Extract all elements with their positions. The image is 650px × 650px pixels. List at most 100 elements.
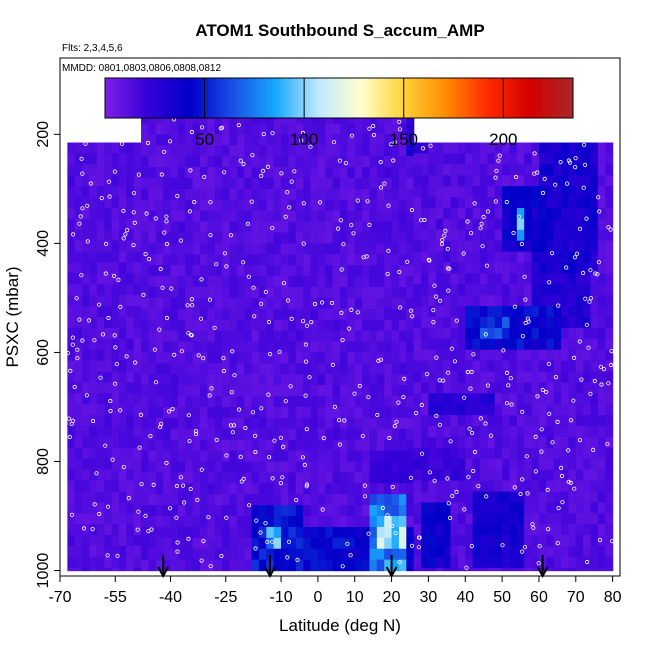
heatmap-cell xyxy=(509,491,518,503)
heatmap-cell xyxy=(67,273,76,285)
sample-point xyxy=(519,241,525,247)
heatmap-cell xyxy=(244,374,253,386)
heatmap-cell xyxy=(325,265,334,277)
sample-point xyxy=(277,349,282,354)
heatmap-cell xyxy=(163,276,172,288)
heatmap-cell xyxy=(583,546,592,558)
heatmap-cell xyxy=(82,404,91,416)
colorbar-swatch xyxy=(379,78,384,118)
heatmap-cell xyxy=(605,186,614,198)
sample-point xyxy=(301,201,306,206)
heatmap-cell xyxy=(568,535,577,547)
heatmap-cell xyxy=(362,537,371,550)
heatmap-cell xyxy=(428,371,437,384)
heatmap-cell xyxy=(104,469,113,482)
heatmap-cell xyxy=(96,207,105,220)
heatmap-cell xyxy=(568,284,577,296)
heatmap-cell xyxy=(74,306,83,318)
heatmap-cell xyxy=(303,450,312,463)
sample-point xyxy=(65,350,70,356)
sample-point xyxy=(571,355,577,360)
heatmap-cell xyxy=(177,417,186,430)
heatmap-cell xyxy=(516,273,525,285)
heatmap-cell xyxy=(384,297,393,310)
heatmap-cell xyxy=(258,374,267,386)
heatmap-cell xyxy=(325,134,334,146)
heatmap-cell xyxy=(347,287,356,299)
heatmap-cell xyxy=(531,415,540,427)
sample-point xyxy=(286,539,292,544)
colorbar-swatch xyxy=(274,78,279,118)
heatmap-cell xyxy=(96,447,105,460)
heatmap-cell xyxy=(546,338,555,351)
heatmap-cell xyxy=(111,469,120,482)
sample-point xyxy=(512,485,517,490)
heatmap-cell xyxy=(376,374,385,386)
heatmap-cell xyxy=(457,306,466,318)
colorbar-swatch xyxy=(169,78,173,118)
heatmap-cell xyxy=(163,287,172,299)
heatmap-cell xyxy=(553,175,562,187)
x-axis-label: Latitude (deg N) xyxy=(279,616,401,635)
heatmap-cell xyxy=(163,188,172,201)
heatmap-cell xyxy=(148,177,157,190)
heatmap-cell xyxy=(354,287,363,299)
heatmap-cell xyxy=(546,382,555,394)
heatmap-cell xyxy=(170,450,179,463)
heatmap-cell xyxy=(273,472,282,484)
heatmap-cell xyxy=(465,480,474,493)
heatmap-cell xyxy=(200,145,208,157)
heatmap-cell xyxy=(236,232,245,244)
heatmap-cell xyxy=(413,360,422,373)
sample-point xyxy=(208,563,213,569)
heatmap-cell xyxy=(494,295,503,307)
heatmap-cell xyxy=(450,513,459,525)
heatmap-cell xyxy=(398,537,407,550)
heatmap-cell xyxy=(295,428,304,441)
sample-point xyxy=(263,521,268,526)
heatmap-cell xyxy=(89,535,98,547)
heatmap-cell xyxy=(222,526,231,539)
colorbar-swatch xyxy=(192,78,197,118)
heatmap-cell xyxy=(435,317,444,329)
colorbar-swatch xyxy=(447,78,451,118)
heatmap-cell xyxy=(391,548,400,561)
sample-point xyxy=(434,355,439,360)
heatmap-cell xyxy=(494,404,503,416)
heatmap-cell xyxy=(435,186,444,198)
heatmap-cell xyxy=(332,374,341,386)
heatmap-cell xyxy=(450,382,459,394)
heatmap-cell xyxy=(288,210,297,223)
heatmap-cell xyxy=(155,516,164,528)
sample-point xyxy=(329,300,334,306)
heatmap-cell xyxy=(340,363,348,375)
heatmap-cell xyxy=(244,210,253,223)
heatmap-cell xyxy=(251,232,260,244)
sample-point xyxy=(357,383,362,389)
heatmap-cell xyxy=(413,251,422,264)
sample-point xyxy=(572,486,577,491)
heatmap-cell xyxy=(413,491,422,503)
heatmap-cell xyxy=(561,491,570,503)
heatmap-cell xyxy=(340,396,348,408)
heatmap-cell xyxy=(288,439,297,452)
heatmap-cell xyxy=(553,142,562,155)
colorbar-swatch xyxy=(341,78,346,118)
heatmap-cell xyxy=(531,284,540,296)
heatmap-cell xyxy=(480,360,488,373)
heatmap-cell xyxy=(295,254,304,266)
heatmap-cell xyxy=(450,447,459,460)
heatmap-cell xyxy=(487,480,496,493)
x-tick-label: 80 xyxy=(604,589,622,606)
heatmap-cell xyxy=(82,458,91,471)
heatmap-cell xyxy=(185,516,194,528)
heatmap-cell xyxy=(398,156,407,168)
heatmap-cell xyxy=(258,417,267,430)
heatmap-cell xyxy=(354,548,363,561)
heatmap-cell xyxy=(104,436,113,449)
sample-point xyxy=(543,389,549,395)
heatmap-cell xyxy=(465,535,474,547)
heatmap-cell xyxy=(413,164,422,176)
heatmap-cell xyxy=(590,273,599,285)
sample-point xyxy=(77,221,82,226)
